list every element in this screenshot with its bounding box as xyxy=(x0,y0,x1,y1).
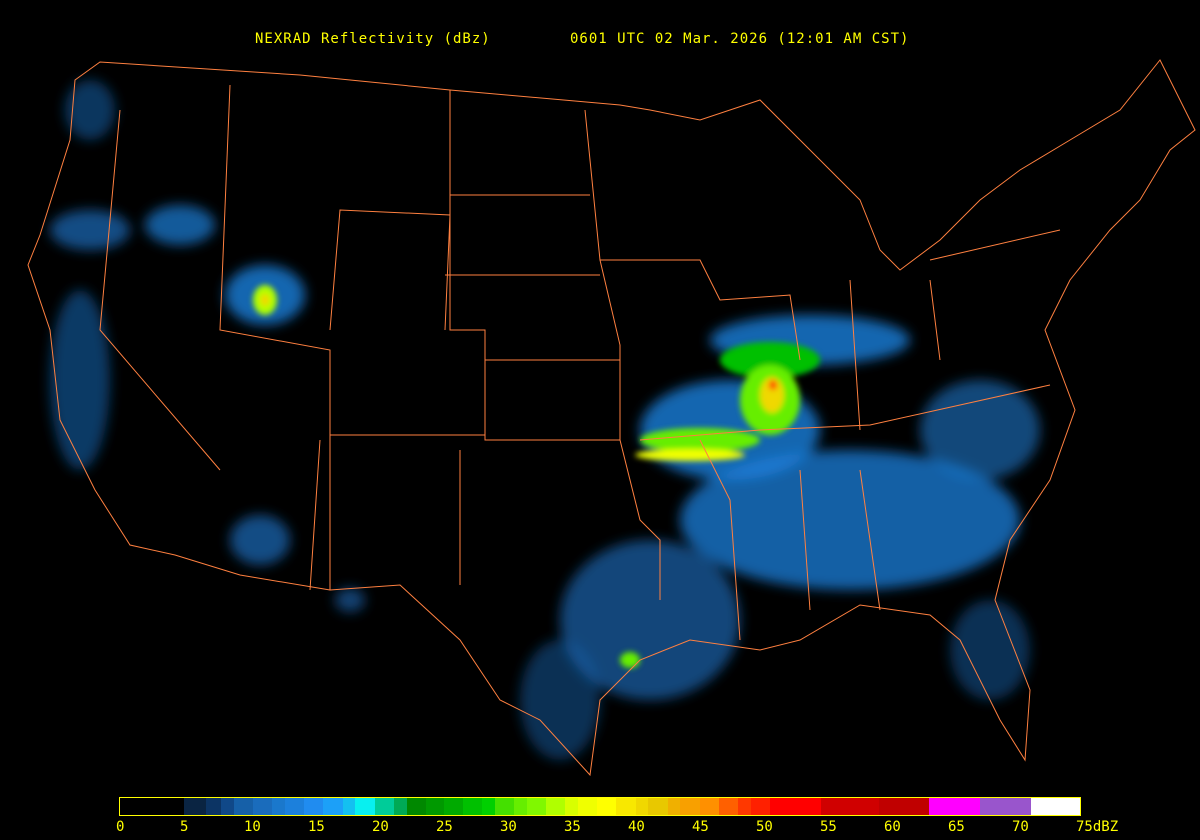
color-scale-segment xyxy=(578,798,598,815)
color-scale-segment xyxy=(221,798,234,815)
color-scale-tick-label: 70 xyxy=(1012,819,1029,835)
color-scale-segment xyxy=(526,798,547,815)
color-scale-segment xyxy=(928,798,980,815)
color-scale-segment xyxy=(443,798,463,815)
color-scale-segment xyxy=(718,798,738,815)
color-scale-tick-label: 0 xyxy=(116,819,125,835)
color-scale-segment xyxy=(821,798,879,815)
color-scale-segment xyxy=(878,798,929,815)
color-scale-tick-label: 35 xyxy=(564,819,581,835)
color-scale-tick-label: 75dBZ xyxy=(1076,819,1119,835)
color-scale-segment xyxy=(750,798,770,815)
color-scale-tick-label: 10 xyxy=(244,819,261,835)
color-scale-segment xyxy=(635,798,649,815)
boundaries xyxy=(27,59,1196,777)
color-scale-tick-label: 20 xyxy=(372,819,389,835)
state-lines xyxy=(99,84,1061,641)
radar-map xyxy=(27,59,1196,777)
color-scale-segment xyxy=(323,798,343,815)
color-scale-segment xyxy=(120,798,184,815)
color-scale-segment xyxy=(374,798,394,815)
color-scale-segment xyxy=(565,798,579,815)
storm-core xyxy=(253,285,820,668)
timestamp: 0601 UTC 02 Mar. 2026 (12:01 AM CST) xyxy=(570,31,910,47)
us-outline xyxy=(27,59,1196,777)
color-scale-segment xyxy=(205,798,222,815)
color-scale-tick-label: 60 xyxy=(884,819,901,835)
color-scale-segment xyxy=(272,798,286,815)
color-scale-segment xyxy=(546,798,566,815)
color-scale-segment xyxy=(184,798,206,815)
color-scale-tick-label: 40 xyxy=(628,819,645,835)
color-scale-segment xyxy=(1030,798,1080,815)
product-title: NEXRAD Reflectivity (dBz) xyxy=(255,31,491,47)
color-scale-segment xyxy=(233,798,254,815)
color-scale-segment xyxy=(342,798,356,815)
color-scale-segment xyxy=(699,798,719,815)
color-scale-segment xyxy=(514,798,527,815)
color-scale-segment xyxy=(494,798,515,815)
color-scale-segment xyxy=(667,798,681,815)
color-scale-segment xyxy=(769,798,822,815)
color-scale-segment xyxy=(979,798,1031,815)
color-scale-segment xyxy=(597,798,617,815)
color-scale-segment xyxy=(355,798,375,815)
color-scale-tick-label: 45 xyxy=(692,819,709,835)
color-scale-segment xyxy=(425,798,444,815)
color-scale-segment xyxy=(616,798,636,815)
color-scale-bar xyxy=(119,797,1081,816)
color-scale-tick-label: 65 xyxy=(948,819,965,835)
color-scale-segment xyxy=(406,798,426,815)
color-scale-segment xyxy=(253,798,273,815)
color-scale-tick-label: 55 xyxy=(820,819,837,835)
color-scale-tick-label: 30 xyxy=(500,819,517,835)
color-scale-segment xyxy=(285,798,305,815)
color-scale-segment xyxy=(680,798,700,815)
color-scale-segment xyxy=(737,798,751,815)
color-scale-segment xyxy=(462,798,483,815)
color-scale-tick-label: 15 xyxy=(308,819,325,835)
color-scale-segment xyxy=(648,798,668,815)
color-scale-tick-label: 50 xyxy=(756,819,773,835)
color-scale-segment xyxy=(304,798,324,815)
color-scale-tick-label: 5 xyxy=(180,819,189,835)
color-scale-segment xyxy=(393,798,407,815)
color-scale-tick-label: 25 xyxy=(436,819,453,835)
color-scale-segment xyxy=(482,798,495,815)
